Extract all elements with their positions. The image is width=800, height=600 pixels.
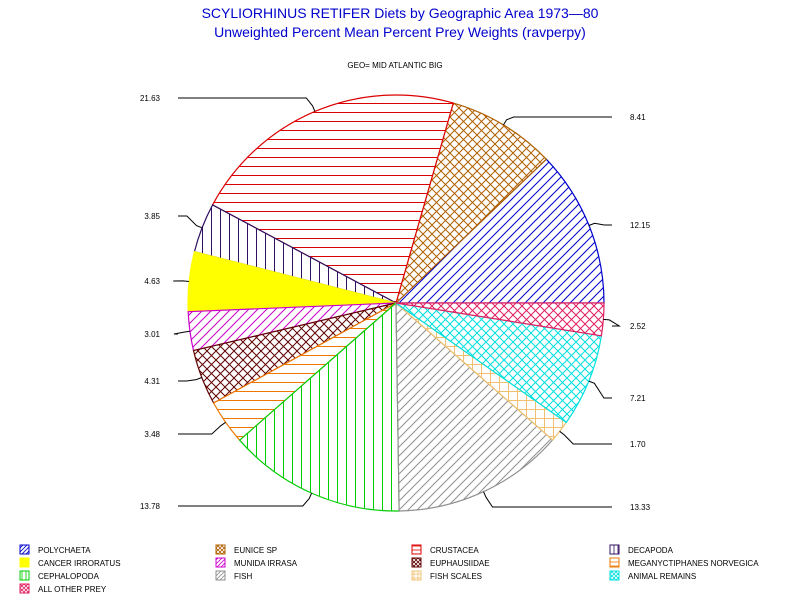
value-labels: 12.15 8.41 21.63 3.85 4.63 3.01 4.31 3.48 13.78 1… bbox=[140, 94, 651, 512]
value-label-munida-irrasa: 3.01 bbox=[144, 330, 160, 339]
legend-swatch-cephalopoda bbox=[19, 570, 30, 581]
leader-lines bbox=[173, 97, 622, 508]
pie-slice-cephalopoda bbox=[238, 301, 400, 512]
legend-label-fish: FISH bbox=[234, 572, 252, 581]
leader-line-crustacea bbox=[178, 97, 316, 112]
value-label-euphausiidae: 4.31 bbox=[144, 377, 160, 386]
legend-swatch-eunice-sp bbox=[215, 544, 226, 555]
value-label-crustacea: 21.63 bbox=[140, 94, 161, 103]
leader-line-decapoda bbox=[178, 215, 203, 229]
value-label-cancer-irroratus: 4.63 bbox=[144, 277, 160, 286]
leader-line-polychaeta bbox=[588, 222, 612, 226]
value-label-meganyctiphanes-norvegica: 3.48 bbox=[144, 430, 160, 439]
leader-line-eunice-sp bbox=[503, 116, 612, 126]
pie-slice-crustacea bbox=[211, 94, 455, 304]
pie-slice-eunice-sp bbox=[394, 102, 548, 305]
legend-label-cephalopoda: CEPHALOPODA bbox=[38, 572, 100, 581]
legend-label-eunice-sp: EUNICE SP bbox=[234, 546, 277, 555]
leader-line-all-other-prey bbox=[603, 318, 622, 327]
legend-label-all-other-prey: ALL OTHER PREY bbox=[38, 585, 107, 594]
value-label-polychaeta: 12.15 bbox=[630, 221, 651, 230]
value-label-all-other-prey: 2.52 bbox=[630, 322, 646, 331]
legend-swatch-all-other-prey bbox=[19, 583, 30, 594]
legend-label-meganyctiphanes-norvegica: MEGANYCTIPHANES NORVEGICA bbox=[628, 559, 759, 568]
legend-swatch-decapoda bbox=[609, 544, 620, 555]
leader-line-fish-scales bbox=[559, 430, 612, 445]
leader-line-cephalopoda bbox=[178, 492, 313, 507]
value-label-eunice-sp: 8.41 bbox=[630, 113, 646, 122]
legend-swatch-crustacea bbox=[411, 544, 422, 555]
chart-subtitle: Unweighted Percent Mean Percent Prey Wei… bbox=[214, 24, 586, 40]
legend-swatch-fish-scales bbox=[411, 570, 422, 581]
legend-label-euphausiidae: EUPHAUSIIDAE bbox=[430, 559, 490, 568]
leader-line-munida-irrasa bbox=[173, 330, 190, 335]
value-label-animal-remains: 7.21 bbox=[630, 394, 646, 403]
legend-swatch-polychaeta bbox=[19, 544, 30, 555]
leader-line-euphausiidae bbox=[178, 377, 202, 382]
legend-label-munida-irrasa: MUNIDA IRRASA bbox=[234, 559, 298, 568]
geo-label: GEO= MID ATLANTIC BIG bbox=[347, 61, 442, 70]
legend-label-crustacea: CRUSTACEA bbox=[430, 546, 479, 555]
legend-label-cancer-irroratus: CANCER IRRORATUS bbox=[38, 559, 121, 568]
legend: POLYCHAETA EUNICE SP CRUSTACEA DECAPODA CANC… bbox=[19, 544, 759, 594]
legend-label-animal-remains: ANIMAL REMAINS bbox=[628, 572, 696, 581]
legend-swatch-cancer-irroratus bbox=[19, 557, 30, 568]
legend-label-decapoda: DECAPODA bbox=[628, 546, 674, 555]
leader-line-animal-remains bbox=[588, 380, 612, 399]
leader-line-fish bbox=[483, 491, 612, 508]
value-label-decapoda: 3.85 bbox=[144, 212, 160, 221]
pie-slices bbox=[187, 94, 605, 512]
legend-label-polychaeta: POLYCHAETA bbox=[38, 546, 91, 555]
value-label-cephalopoda: 13.78 bbox=[140, 502, 161, 511]
leader-line-meganyctiphanes-norvegica bbox=[178, 421, 226, 435]
value-label-fish: 13.33 bbox=[630, 503, 651, 512]
leader-line-cancer-irroratus bbox=[173, 280, 190, 282]
legend-swatch-fish bbox=[215, 570, 226, 581]
legend-swatch-animal-remains bbox=[609, 570, 620, 581]
value-label-fish-scales: 1.70 bbox=[630, 440, 646, 449]
legend-swatch-euphausiidae bbox=[411, 557, 422, 568]
pie-slice-fish bbox=[395, 301, 554, 512]
chart-title: SCYLIORHINUS RETIFER Diets by Geographic… bbox=[202, 5, 599, 21]
legend-swatch-munida-irrasa bbox=[215, 557, 226, 568]
legend-swatch-meganyctiphanes-norvegica bbox=[609, 557, 620, 568]
legend-label-fish-scales: FISH SCALES bbox=[430, 572, 482, 581]
